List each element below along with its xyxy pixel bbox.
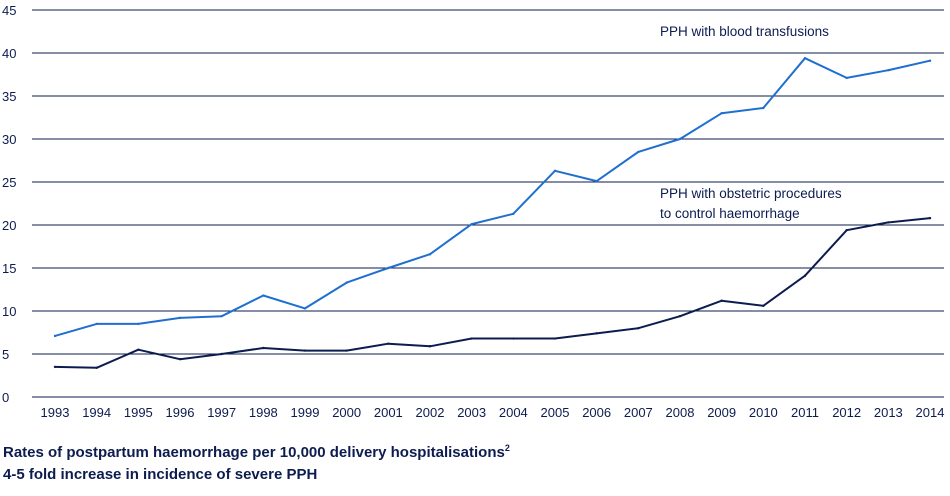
caption-title: Rates of postpartum haemorrhage per 10,0… xyxy=(3,444,505,461)
x-tick-label: 1993 xyxy=(41,405,70,420)
data-point xyxy=(137,348,140,351)
data-point xyxy=(928,59,932,62)
data-point xyxy=(720,299,723,302)
x-tick-label: 2002 xyxy=(416,405,445,420)
data-point xyxy=(470,337,473,340)
data-point xyxy=(887,69,890,72)
x-tick-label: 1998 xyxy=(249,405,278,420)
y-tick-label: 40 xyxy=(2,46,16,61)
data-point xyxy=(887,221,890,224)
data-point xyxy=(95,322,98,326)
x-tick-label: 2004 xyxy=(499,405,528,420)
series-label-obstetric-line1: PPH with obstetric procedures xyxy=(660,186,842,201)
data-point xyxy=(262,294,265,297)
data-point xyxy=(928,216,932,220)
data-point xyxy=(178,316,182,320)
data-point xyxy=(345,281,348,284)
data-point xyxy=(345,349,348,352)
y-tick-label: 35 xyxy=(2,89,16,104)
data-point xyxy=(470,222,473,226)
x-tick-label: 1999 xyxy=(291,405,320,420)
x-tick-label: 1995 xyxy=(124,405,153,420)
data-point xyxy=(553,337,557,340)
x-tick-label: 2010 xyxy=(749,405,778,420)
x-tick-label: 1994 xyxy=(82,405,111,420)
chart-caption: Rates of postpartum haemorrhage per 10,0… xyxy=(3,443,510,461)
data-point xyxy=(512,337,515,340)
series-label-obstetric-line2: to control haemorrhage xyxy=(660,206,800,221)
y-tick-label: 25 xyxy=(2,175,16,190)
x-tick-label: 2001 xyxy=(374,405,403,420)
data-point xyxy=(220,352,223,356)
data-point xyxy=(428,253,432,256)
data-point xyxy=(428,345,432,348)
data-point xyxy=(678,137,682,141)
data-point xyxy=(595,332,598,335)
data-point xyxy=(303,307,307,310)
x-tick-label: 2007 xyxy=(624,405,653,420)
data-point xyxy=(178,357,182,361)
x-tick-label: 1997 xyxy=(207,405,236,420)
x-tick-label: 2000 xyxy=(332,405,361,420)
data-point xyxy=(845,76,848,80)
data-point xyxy=(53,334,57,338)
data-point xyxy=(845,228,848,232)
data-point xyxy=(387,266,390,270)
x-tick-label: 1996 xyxy=(166,405,195,420)
y-tick-label: 20 xyxy=(2,218,16,233)
data-point xyxy=(553,169,557,173)
data-point xyxy=(762,106,765,110)
data-point xyxy=(637,327,640,330)
caption-footnote-ref: 2 xyxy=(504,443,510,453)
data-point xyxy=(720,112,723,115)
y-tick-label: 30 xyxy=(2,132,16,147)
y-tick-label: 0 xyxy=(2,390,9,405)
series-lines xyxy=(53,56,932,369)
data-point xyxy=(803,56,807,60)
y-axis-ticks: 0 5 10 15 20 25 30 35 40 45 xyxy=(2,3,16,405)
data-point xyxy=(803,274,807,277)
chart-subcaption: 4-5 fold increase in incidence of severe… xyxy=(3,466,318,483)
data-point xyxy=(262,346,265,350)
data-point xyxy=(95,366,98,369)
x-tick-label: 2012 xyxy=(832,405,861,420)
data-point xyxy=(678,314,682,318)
data-point xyxy=(137,322,140,326)
x-tick-label: 2013 xyxy=(874,405,903,420)
x-tick-label: 2009 xyxy=(707,405,736,420)
series-line-blood-transfusions xyxy=(54,57,931,337)
data-point xyxy=(762,304,765,308)
series-label-blood-transfusions: PPH with blood transfusions xyxy=(660,24,829,39)
y-tick-label: 45 xyxy=(2,3,16,18)
gridlines xyxy=(32,9,944,398)
x-tick-label: 2005 xyxy=(541,405,570,420)
x-tick-label: 2008 xyxy=(666,405,695,420)
y-tick-label: 5 xyxy=(2,347,9,362)
x-tick-label: 2011 xyxy=(791,405,819,420)
data-point xyxy=(53,365,57,369)
data-point xyxy=(595,179,598,183)
data-point xyxy=(303,349,307,352)
x-tick-label: 2003 xyxy=(457,405,486,420)
y-tick-label: 15 xyxy=(2,261,16,276)
x-tick-label: 2014 xyxy=(916,405,945,420)
x-tick-label: 2006 xyxy=(582,405,611,420)
data-point xyxy=(512,212,515,216)
series-line-obstetric-procedures xyxy=(54,217,931,369)
data-point xyxy=(637,150,640,154)
data-point xyxy=(220,314,223,318)
y-tick-label: 10 xyxy=(2,304,16,319)
x-axis-ticks: 1993 1994 1995 1996 1997 1998 1999 2000 2001 2002… xyxy=(41,405,945,420)
data-point xyxy=(387,342,390,345)
